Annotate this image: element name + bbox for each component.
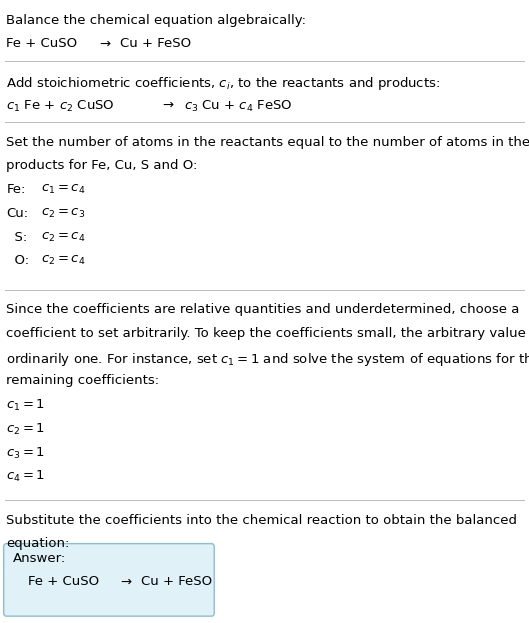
Text: O:: O:	[6, 254, 30, 267]
Text: →: →	[120, 576, 131, 588]
Text: Since the coefficients are relative quantities and underdetermined, choose a: Since the coefficients are relative quan…	[6, 303, 519, 316]
Text: $c_2 = c_3$: $c_2 = c_3$	[41, 207, 85, 220]
Text: S:: S:	[6, 231, 28, 244]
Text: →: →	[99, 37, 110, 50]
Text: Answer:: Answer:	[13, 552, 66, 564]
Text: $c_1 = 1$: $c_1 = 1$	[6, 398, 45, 413]
Text: →: →	[162, 98, 174, 112]
Text: products for Fe, Cu, S and O:: products for Fe, Cu, S and O:	[6, 159, 198, 173]
Text: $c_2 = c_4$: $c_2 = c_4$	[41, 231, 85, 244]
Text: $c_1 = c_4$: $c_1 = c_4$	[41, 183, 85, 196]
Text: remaining coefficients:: remaining coefficients:	[6, 374, 159, 388]
FancyBboxPatch shape	[4, 544, 214, 616]
Text: Cu + FeSO: Cu + FeSO	[120, 37, 191, 50]
Text: $c_1$ Fe + $c_2$ CuSO: $c_1$ Fe + $c_2$ CuSO	[6, 98, 120, 113]
Text: Add stoichiometric coefficients, $c_i$, to the reactants and products:: Add stoichiometric coefficients, $c_i$, …	[6, 75, 441, 92]
Text: $c_3 = 1$: $c_3 = 1$	[6, 445, 45, 460]
Text: Balance the chemical equation algebraically:: Balance the chemical equation algebraica…	[6, 14, 306, 27]
Text: Fe + CuSO: Fe + CuSO	[28, 576, 107, 588]
Text: coefficient to set arbitrarily. To keep the coefficients small, the arbitrary va: coefficient to set arbitrarily. To keep …	[6, 327, 529, 340]
Text: $c_2 = c_4$: $c_2 = c_4$	[41, 254, 85, 267]
Text: Set the number of atoms in the reactants equal to the number of atoms in the: Set the number of atoms in the reactants…	[6, 136, 529, 149]
Text: ordinarily one. For instance, set $c_1 = 1$ and solve the system of equations fo: ordinarily one. For instance, set $c_1 =…	[6, 351, 529, 368]
Text: $c_3$ Cu + $c_4$ FeSO: $c_3$ Cu + $c_4$ FeSO	[184, 98, 292, 113]
Text: Cu:: Cu:	[6, 207, 29, 220]
Text: Fe + CuSO: Fe + CuSO	[6, 37, 86, 50]
Text: Substitute the coefficients into the chemical reaction to obtain the balanced: Substitute the coefficients into the che…	[6, 513, 517, 526]
Text: Fe:: Fe:	[6, 183, 26, 196]
Text: $c_2 = 1$: $c_2 = 1$	[6, 422, 45, 437]
Text: Cu + FeSO: Cu + FeSO	[141, 576, 212, 588]
Text: $c_4 = 1$: $c_4 = 1$	[6, 469, 45, 484]
Text: equation:: equation:	[6, 537, 70, 550]
